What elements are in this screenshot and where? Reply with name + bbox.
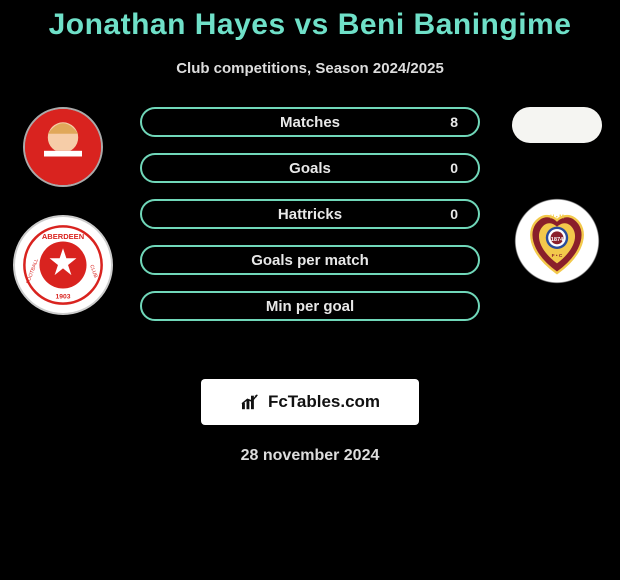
player-avatar-left: [23, 107, 103, 187]
aberdeen-badge-icon: ABERDEEN 1903 FOOTBALL CLUB: [21, 223, 105, 307]
player-face-icon: [25, 107, 101, 187]
stat-value: 8: [450, 114, 458, 130]
stat-bar-goals: Goals 0: [140, 153, 480, 183]
club-year-left: 1903: [56, 294, 71, 301]
club-year-right: 1874: [551, 237, 564, 243]
stat-bar-goals-per-match: Goals per match: [140, 245, 480, 275]
svg-text:F • C: F • C: [552, 253, 563, 259]
stat-value: 0: [450, 206, 458, 222]
left-player-column: ABERDEEN 1903 FOOTBALL CLUB: [8, 107, 118, 315]
stat-label: Hattricks: [278, 206, 342, 223]
svg-text:ABERDEEN: ABERDEEN: [42, 232, 84, 241]
hearts-badge-icon: 1874 H • M F • C: [517, 201, 597, 281]
stat-bar-matches: Matches 8: [140, 107, 480, 137]
stat-label: Goals: [289, 160, 331, 177]
date-text: 28 november 2024: [0, 447, 620, 465]
chart-icon: [240, 393, 262, 411]
stat-bar-hattricks: Hattricks 0: [140, 199, 480, 229]
subtitle: Club competitions, Season 2024/2025: [0, 60, 620, 77]
right-player-column: 1874 H • M F • C: [502, 107, 612, 291]
club-badge-left: ABERDEEN 1903 FOOTBALL CLUB: [13, 215, 113, 315]
stat-bars: Matches 8 Goals 0 Hattricks 0 Goals per …: [140, 107, 480, 337]
stat-label: Goals per match: [251, 252, 369, 269]
attribution-badge: FcTables.com: [201, 379, 419, 425]
player-avatar-right-placeholder: [512, 107, 602, 143]
stat-label: Matches: [280, 114, 340, 131]
stat-value: 0: [450, 160, 458, 176]
stat-bar-min-per-goal: Min per goal: [140, 291, 480, 321]
attribution-text: FcTables.com: [268, 392, 380, 412]
stat-label: Min per goal: [266, 298, 354, 315]
comparison-panel: ABERDEEN 1903 FOOTBALL CLUB 1874 H • M F…: [0, 107, 620, 367]
page-title: Jonathan Hayes vs Beni Baningime: [0, 0, 620, 42]
club-badge-right: 1874 H • M F • C: [507, 191, 607, 291]
svg-text:H • M: H • M: [550, 215, 564, 221]
